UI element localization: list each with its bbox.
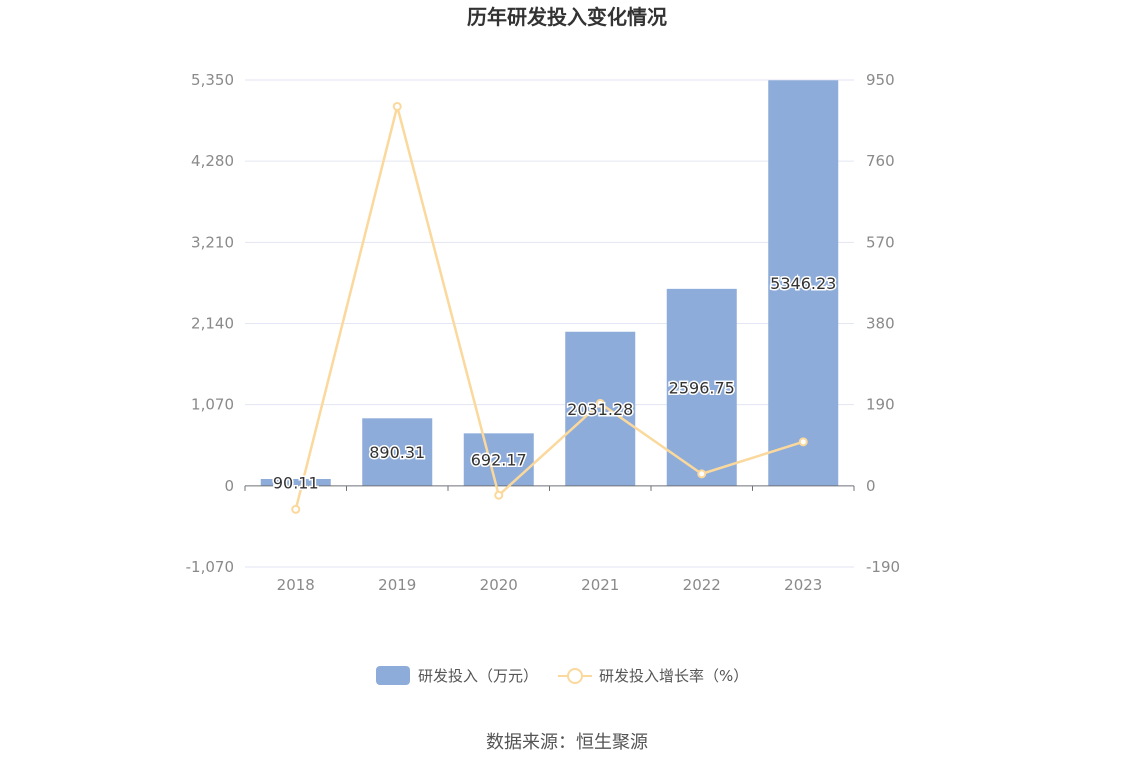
right-axis-tick-label: 380 bbox=[866, 315, 895, 333]
bar-labels: 90.11 890.31 692.17 2031.28 2596.75 5346.23 bbox=[271, 273, 837, 494]
left-axis-ticks: -1,070 0 1,070 2,140 3,210 4,280 5,350 bbox=[186, 71, 234, 576]
bar-value-label: 90.11 bbox=[273, 473, 319, 492]
x-axis-tick-label: 2018 bbox=[277, 576, 315, 594]
growth-point bbox=[392, 101, 402, 111]
left-axis-tick-label: 0 bbox=[224, 477, 234, 495]
bar-series bbox=[260, 80, 839, 486]
x-axis-tick-label: 2019 bbox=[378, 576, 416, 594]
bar-value-label: 5346.23 bbox=[770, 274, 836, 293]
growth-point bbox=[798, 437, 808, 447]
x-axis: 2018 2019 2020 2021 2022 2023 bbox=[244, 485, 855, 594]
x-axis-tick-label: 2021 bbox=[581, 576, 619, 594]
bar bbox=[768, 80, 839, 486]
right-axis-tick-label: 760 bbox=[866, 152, 895, 170]
bar bbox=[362, 418, 433, 486]
right-axis-ticks: -190 0 190 380 570 760 950 bbox=[866, 71, 900, 576]
right-axis-tick-label: 950 bbox=[866, 71, 895, 89]
growth-point bbox=[291, 504, 301, 514]
x-axis-tick-label: 2020 bbox=[480, 576, 518, 594]
growth-point bbox=[494, 490, 504, 500]
bar-value-label: 2031.28 bbox=[567, 400, 633, 419]
bar bbox=[565, 331, 636, 486]
left-axis-tick-label: 2,140 bbox=[191, 315, 234, 333]
right-axis-tick-label: 0 bbox=[866, 477, 876, 495]
growth-point bbox=[595, 398, 605, 408]
chart-title: 历年研发投入变化情况 bbox=[467, 5, 667, 29]
legend-bar-swatch[interactable] bbox=[376, 666, 410, 685]
growth-point bbox=[697, 469, 707, 479]
legend-line-marker[interactable] bbox=[567, 668, 583, 684]
x-axis-tick-label: 2023 bbox=[784, 576, 822, 594]
right-axis-tick-label: 190 bbox=[866, 396, 895, 414]
bar bbox=[666, 288, 737, 486]
left-axis-tick-label: 1,070 bbox=[191, 396, 234, 414]
bar-value-label: 890.31 bbox=[369, 443, 425, 462]
bar-value-label: 2596.75 bbox=[669, 378, 735, 397]
data-source: 数据来源：恒生聚源 bbox=[486, 732, 648, 753]
right-axis-tick-label: -190 bbox=[866, 558, 900, 576]
grid-lines bbox=[245, 79, 854, 568]
x-axis-tick-label: 2022 bbox=[683, 576, 721, 594]
growth-line bbox=[294, 106, 804, 510]
legend-line-label[interactable]: 研发投入增长率（%） bbox=[599, 667, 748, 685]
legend[interactable]: 研发投入（万元） 研发投入增长率（%） bbox=[376, 666, 748, 685]
right-axis-tick-label: 570 bbox=[866, 233, 895, 251]
line-series bbox=[291, 101, 808, 514]
bar bbox=[463, 433, 534, 486]
left-axis-tick-label: 3,210 bbox=[191, 233, 234, 251]
bar-value-label: 692.17 bbox=[471, 451, 527, 470]
legend-bar-label[interactable]: 研发投入（万元） bbox=[418, 667, 538, 685]
left-axis-tick-label: -1,070 bbox=[186, 558, 234, 576]
left-axis-tick-label: 5,350 bbox=[191, 71, 234, 89]
left-axis-tick-label: 4,280 bbox=[191, 152, 234, 170]
bar bbox=[260, 478, 331, 486]
